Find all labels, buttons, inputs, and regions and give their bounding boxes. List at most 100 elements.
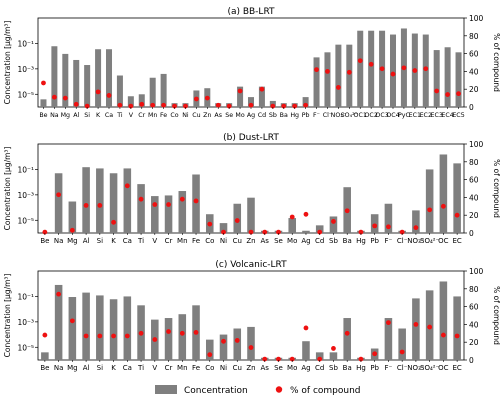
category-label: F⁻ (385, 364, 393, 372)
percent-dot (193, 96, 199, 102)
percent-dot (152, 337, 158, 342)
right-tick-label: 20 (469, 85, 479, 94)
percent-dot (248, 229, 254, 235)
percent-dot (56, 291, 62, 297)
chart-panel-2: (b) Dust-LRT 10⁻⁵ 10⁻³ 10⁻¹ 0 20 40 60 80 100 Conc… (3, 133, 500, 245)
percent-dot (445, 92, 451, 97)
percent-dot (386, 320, 391, 326)
legend-concentration-swatch (155, 385, 177, 394)
percent-dot (124, 183, 130, 189)
category-label: K (96, 112, 101, 119)
percent-dot (276, 356, 281, 362)
category-label: Sb (329, 237, 338, 245)
percent-dot (456, 91, 461, 97)
right-tick-label: 100 (469, 267, 484, 276)
category-label: EC (452, 237, 461, 245)
category-label: NO₃⁻ (407, 364, 425, 372)
category-label: Ag (247, 112, 255, 119)
percent-dot (372, 351, 378, 357)
concentration-bar (127, 96, 134, 107)
percent-dot (204, 95, 210, 101)
category-label: EC (452, 364, 461, 372)
percent-dot (62, 95, 68, 101)
concentration-bar (96, 168, 104, 233)
category-label: Ni (182, 112, 189, 119)
percent-dot (331, 346, 336, 351)
category-label: Cd (315, 237, 324, 245)
percent-dot (314, 67, 319, 73)
concentration-bar (315, 352, 324, 360)
category-label: Na (54, 364, 64, 372)
concentration-bar (68, 297, 77, 360)
category-label: Pb (370, 364, 379, 372)
right-tick-label: 80 (469, 158, 479, 167)
percent-dot (215, 102, 221, 108)
percent-dot (262, 229, 268, 235)
category-label: K (111, 364, 116, 372)
concentration-bar (329, 352, 338, 360)
category-label: Hg (356, 237, 366, 245)
category-label: As (261, 237, 270, 245)
category-label: Ti (137, 237, 144, 245)
category-label: Mn (177, 364, 187, 372)
category-label: NO₃⁻ (331, 112, 347, 119)
concentration-bar (302, 97, 309, 107)
category-label: Be (40, 237, 49, 245)
percent-dot (276, 229, 281, 235)
category-label: Cl⁻ (397, 364, 408, 372)
percent-dot (69, 227, 75, 233)
category-label: Ca (123, 237, 132, 245)
category-label: Co (205, 237, 214, 245)
concentration-bar (313, 57, 320, 107)
plot-frame (37, 17, 465, 108)
category-label: Zn (246, 237, 255, 245)
concentration-bar (343, 318, 351, 360)
category-label: Ti (137, 364, 144, 372)
category-label: OC (438, 237, 449, 245)
right-tick-label: 40 (469, 67, 479, 76)
category-label: EC4 (441, 112, 453, 119)
concentration-bar (453, 163, 461, 233)
right-tick-label: 80 (469, 32, 479, 41)
category-label: EC5 (452, 112, 464, 119)
concentration-bar (160, 73, 167, 107)
category-label: Ni (220, 237, 227, 245)
percent-dot (358, 356, 364, 362)
category-label: Ca (123, 364, 132, 372)
concentration-bar (116, 75, 123, 107)
percent-dot (221, 338, 226, 344)
percent-dot (83, 203, 89, 208)
concentration-bar (237, 86, 244, 107)
percent-dot (344, 208, 350, 214)
percent-dot (331, 219, 336, 224)
percent-dot (386, 224, 391, 230)
right-tick-label: 40 (469, 320, 479, 329)
category-label: SO₄²⁻ (420, 364, 440, 372)
right-tick-label: 60 (469, 303, 479, 312)
concentration-bar (51, 46, 58, 107)
category-label: EC1 (409, 112, 421, 119)
category-label: OC3 (375, 112, 388, 119)
concentration-bar (425, 169, 434, 233)
percent-dot (440, 203, 446, 209)
percent-dot (248, 345, 254, 350)
concentration-bar (302, 341, 310, 360)
percent-dot (412, 68, 418, 73)
percent-dot (97, 333, 103, 339)
category-label: PyC (398, 112, 411, 119)
percent-dot (413, 322, 419, 327)
concentration-bar (62, 53, 69, 107)
percent-dot (234, 218, 240, 223)
percent-dot (97, 203, 103, 208)
percent-dot (358, 229, 364, 235)
category-label: Hg (356, 364, 366, 372)
right-tick-label: 0 (469, 103, 474, 112)
percent-dot (128, 103, 134, 109)
category-label: Mg (67, 364, 77, 372)
category-label: As (214, 112, 222, 119)
concentration-bar (329, 216, 338, 233)
category-label: Ca (105, 112, 113, 119)
category-label: Cr (165, 364, 173, 372)
category-label: Si (97, 364, 103, 372)
category-label: EC2 (420, 112, 432, 119)
